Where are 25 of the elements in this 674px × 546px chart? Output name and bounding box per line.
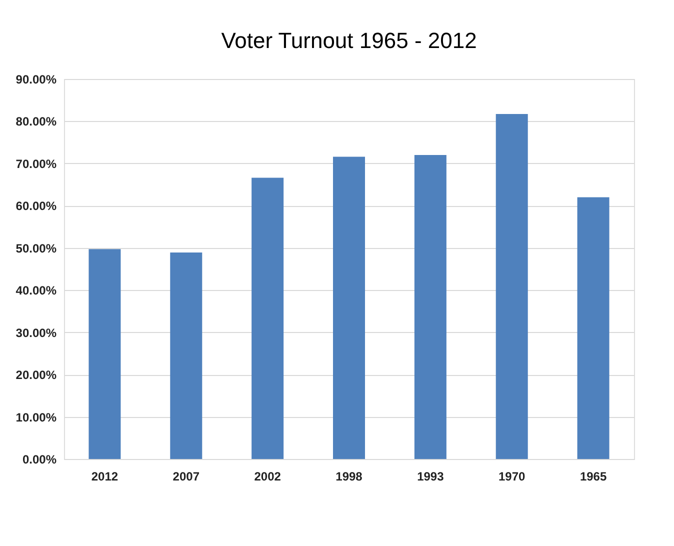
y-tick-label: 30.00% [16,326,57,340]
chart-title: Voter Turnout 1965 - 2012 [221,28,477,53]
y-tick-label: 50.00% [16,241,57,256]
x-tick-label: 1965 [580,470,607,484]
x-tick-label: 1998 [336,470,363,484]
bar [333,156,365,459]
bar [577,197,610,459]
x-tick-label: 1970 [498,470,526,484]
bar [88,249,121,459]
y-tick-label: 20.00% [16,368,57,382]
bar [252,178,284,459]
x-tick-label: 2007 [172,470,200,484]
bar [496,114,528,459]
y-tick-label: 60.00% [16,199,57,214]
x-tick-label: 2012 [91,470,118,484]
bar [170,252,202,459]
y-tick-label: 40.00% [16,284,57,298]
x-tick-label: 1993 [417,470,444,484]
y-tick-label: 70.00% [16,156,57,171]
x-tick-label: 2002 [254,470,282,484]
y-tick-label: 80.00% [16,114,57,129]
y-tick-label: 0.00% [22,452,57,466]
y-tick-label: 90.00% [16,72,57,86]
y-tick-label: 10.00% [16,410,57,424]
bar [414,155,446,459]
